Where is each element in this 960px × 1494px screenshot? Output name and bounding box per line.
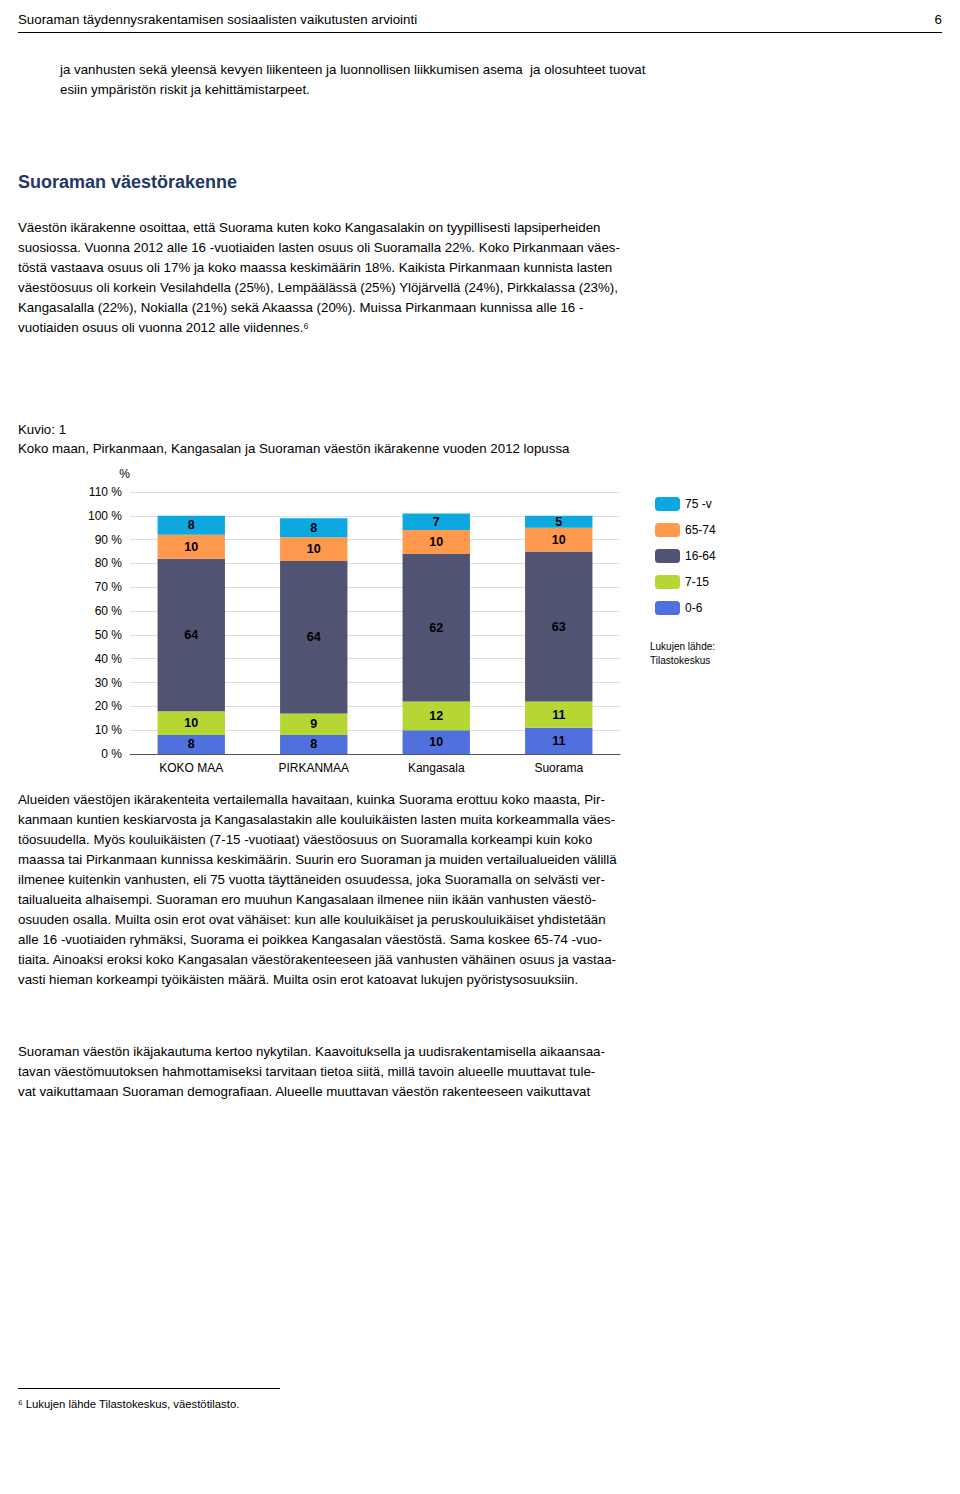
svg-text:5: 5 — [555, 515, 562, 529]
svg-text:Suorama: Suorama — [534, 761, 583, 775]
html-text:Väestön ikärakenne osoittaa, e: Väestön ikärakenne osoittaa, että Suoram… — [18, 220, 620, 335]
html-text:Suoraman täydennysrakentamisen: Suoraman täydennysrakentamisen sosiaalis… — [18, 12, 418, 27]
html-text:⁶ Lukujen lähde Tilastokeskus,: ⁶ Lukujen lähde Tilastokeskus, väestötil… — [18, 1398, 240, 1410]
svg-text:10: 10 — [184, 540, 198, 554]
svg-text:%: % — [119, 467, 130, 481]
svg-text:0-6: 0-6 — [685, 601, 703, 615]
svg-text:KOKO MAA: KOKO MAA — [159, 761, 223, 775]
svg-text:9: 9 — [310, 717, 317, 731]
html-text:Suoraman väestön ikäjakautuma: Suoraman väestön ikäjakautuma kertoo nyk… — [18, 1044, 605, 1099]
html-text:Koko maan, Pirkanmaan, Kangasa: Koko maan, Pirkanmaan, Kangasalan ja Suo… — [18, 441, 570, 456]
svg-text:7: 7 — [433, 515, 440, 529]
svg-text:Kangasala: Kangasala — [408, 761, 465, 775]
svg-text:8: 8 — [310, 521, 317, 535]
svg-text:30 %: 30 % — [95, 676, 123, 690]
svg-text:16-64: 16-64 — [685, 549, 716, 563]
svg-text:75 -v: 75 -v — [685, 497, 712, 511]
svg-text:80 %: 80 % — [95, 556, 123, 570]
svg-text:65-74: 65-74 — [685, 523, 716, 537]
svg-text:100 %: 100 % — [88, 509, 122, 523]
svg-text:50 %: 50 % — [95, 628, 123, 642]
svg-text:64: 64 — [307, 630, 321, 644]
svg-text:8: 8 — [310, 737, 317, 751]
svg-text:63: 63 — [552, 620, 566, 634]
svg-text:10 %: 10 % — [95, 723, 123, 737]
html-text:Alueiden väestöjen ikärakentei: Alueiden väestöjen ikärakenteita vertail… — [18, 792, 617, 987]
svg-text:10: 10 — [552, 533, 566, 547]
svg-text:8: 8 — [188, 518, 195, 532]
svg-text:10: 10 — [429, 535, 443, 549]
svg-text:11: 11 — [552, 734, 565, 748]
svg-text:110 %: 110 % — [89, 485, 122, 499]
svg-text:10: 10 — [184, 716, 198, 730]
svg-text:64: 64 — [184, 628, 198, 642]
svg-text:70 %: 70 % — [95, 580, 123, 594]
svg-text:PIRKANMAA: PIRKANMAA — [278, 761, 349, 775]
html-text:Kuvio: 1: Kuvio: 1 — [18, 422, 66, 437]
html-text:Suoraman väestörakenne: Suoraman väestörakenne — [18, 172, 238, 192]
svg-text:40 %: 40 % — [95, 652, 123, 666]
svg-text:10: 10 — [307, 542, 321, 556]
svg-text:20 %: 20 % — [95, 699, 123, 713]
svg-text:0 %: 0 % — [101, 747, 122, 761]
svg-text:12: 12 — [429, 709, 443, 723]
html-text:6: 6 — [934, 12, 942, 27]
svg-text:11: 11 — [552, 708, 565, 722]
svg-text:60 %: 60 % — [95, 604, 123, 618]
html-text:ja vanhusten sekä yleensä kevy: ja vanhusten sekä yleensä kevyen liikent… — [60, 62, 646, 97]
svg-text:10: 10 — [429, 735, 443, 749]
svg-text:8: 8 — [188, 737, 195, 751]
svg-text:62: 62 — [429, 621, 443, 635]
html-text:Lukujen lähde: Tilastokeskus: Lukujen lähde: Tilastokeskus — [650, 641, 716, 666]
svg-text:90 %: 90 % — [95, 533, 123, 547]
svg-text:7-15: 7-15 — [685, 575, 709, 589]
